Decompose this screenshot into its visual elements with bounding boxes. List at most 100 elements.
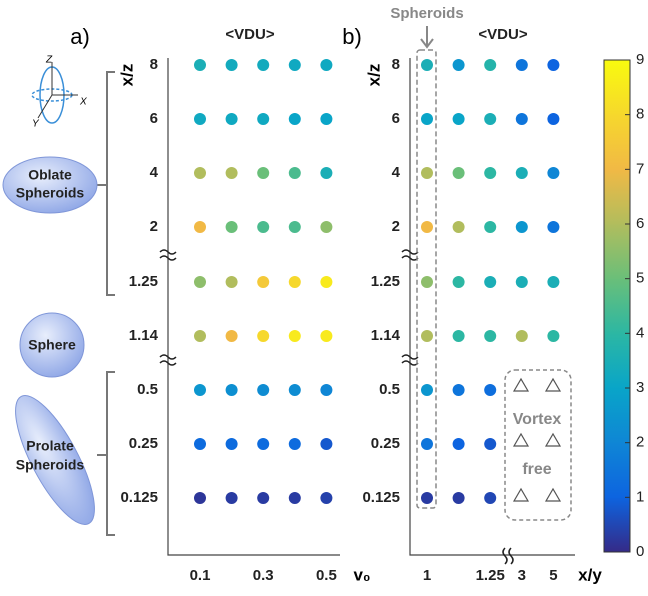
dot [257, 167, 269, 179]
colorbar-segment [604, 278, 630, 334]
y-axis-label: x/z [117, 64, 136, 87]
spheroids-label: Spheroids [390, 5, 463, 22]
dot [289, 438, 301, 450]
colorbar-segment [604, 333, 630, 389]
x-axis-label: v₀ [353, 565, 370, 584]
dot [453, 113, 465, 125]
dot [289, 59, 301, 71]
colorbar-segment [604, 169, 630, 225]
dot [226, 167, 238, 179]
prolate-label: Prolate [26, 438, 74, 454]
y-tick-label: 4 [392, 164, 401, 181]
y-tick-label: 0.25 [371, 435, 400, 452]
dot [257, 59, 269, 71]
dot [226, 438, 238, 450]
dot [421, 276, 433, 288]
dot [289, 113, 301, 125]
dot [226, 492, 238, 504]
dot [194, 330, 206, 342]
sphere-label: Sphere [28, 337, 76, 353]
dot [320, 492, 332, 504]
dot [453, 59, 465, 71]
dot [194, 276, 206, 288]
x-tick-label: 1 [423, 567, 431, 584]
dot [484, 59, 496, 71]
dot [257, 384, 269, 396]
colorbar-segment [604, 442, 630, 498]
axes [97, 58, 575, 555]
panel-title: <VDU> [225, 26, 274, 43]
dot [226, 59, 238, 71]
dot [484, 221, 496, 233]
dot [516, 59, 528, 71]
dot [547, 330, 559, 342]
dot [320, 113, 332, 125]
dot [257, 330, 269, 342]
x-tick-label: 0.5 [316, 567, 337, 584]
dot [421, 492, 433, 504]
colorbar-tick-label: 0 [636, 543, 644, 560]
y-tick-label: 8 [150, 56, 158, 73]
axis-y: Y [32, 119, 40, 130]
dot [257, 438, 269, 450]
dot [194, 59, 206, 71]
oblate-label: Oblate [28, 167, 72, 183]
dot [226, 276, 238, 288]
y-tick-label: 0.5 [379, 381, 400, 398]
y-tick-label: 1.25 [371, 273, 400, 290]
dot [453, 492, 465, 504]
dot [194, 167, 206, 179]
colorbar-tick-label: 5 [636, 270, 644, 287]
colorbar-tick-label: 3 [636, 379, 644, 396]
dot [453, 438, 465, 450]
spheroid-arrow [421, 26, 433, 47]
dot [320, 438, 332, 450]
dot [484, 384, 496, 396]
y-tick-label: 8 [392, 56, 400, 73]
dot [484, 167, 496, 179]
vortex-free-triangles [514, 379, 560, 501]
colorbar-tick-label: 9 [636, 51, 644, 68]
y-tick-label: 0.125 [120, 489, 158, 506]
dot [226, 221, 238, 233]
dot [421, 221, 433, 233]
dot [516, 167, 528, 179]
dot [257, 492, 269, 504]
x-tick-label: 0.1 [190, 567, 211, 584]
dot [516, 221, 528, 233]
dot [453, 276, 465, 288]
dot [547, 276, 559, 288]
dot [226, 113, 238, 125]
x-tick-label: 0.3 [253, 567, 274, 584]
y-tick-label: 0.5 [137, 381, 158, 398]
dot [421, 167, 433, 179]
dot [289, 492, 301, 504]
y-tick-label: 1.14 [371, 327, 401, 344]
x-tick-label: 5 [549, 567, 557, 584]
y-axis-label: x/z [364, 64, 383, 87]
dot [453, 167, 465, 179]
colorbar-segment [604, 388, 630, 444]
panel-title: <VDU> [478, 26, 527, 43]
dot [484, 438, 496, 450]
x-axis-label: x/y [578, 565, 602, 584]
dot [289, 276, 301, 288]
dot [453, 330, 465, 342]
x-tick-label: 1.25 [476, 567, 505, 584]
colorbar-segment [604, 60, 630, 116]
y-tick-label: 4 [150, 164, 159, 181]
dot [289, 330, 301, 342]
dot [289, 384, 301, 396]
dot [516, 276, 528, 288]
dot [547, 59, 559, 71]
dot [194, 492, 206, 504]
dot [421, 59, 433, 71]
oblate-label: Spheroids [16, 185, 85, 201]
dot [421, 438, 433, 450]
dot [320, 59, 332, 71]
dot [257, 276, 269, 288]
dot [547, 167, 559, 179]
dot [516, 330, 528, 342]
dot [421, 330, 433, 342]
prolate-label: Spheroids [16, 457, 85, 473]
